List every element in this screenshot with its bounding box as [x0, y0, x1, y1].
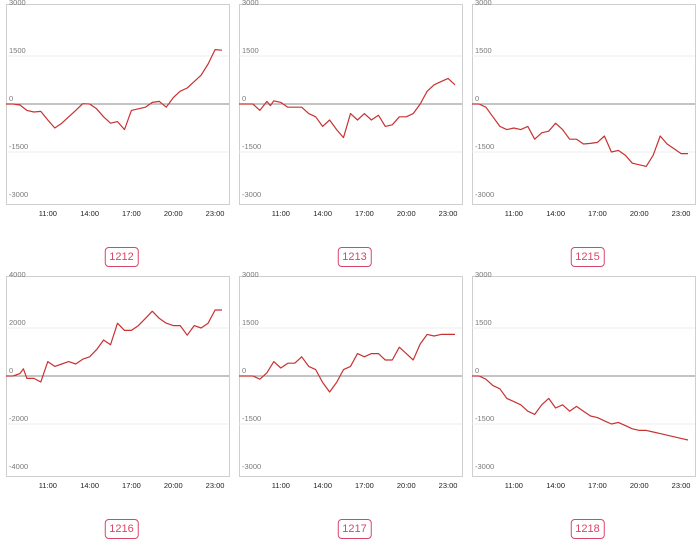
chart-label-badge[interactable]: 1218 [570, 519, 605, 539]
x-tick-label: 23:00 [672, 481, 691, 490]
chart-label-badge[interactable]: 1215 [570, 247, 605, 267]
chart-panel-1215: 3000 1500 0 -1500 -3000 11:00 14:00 17:00 20:00 2… [472, 0, 696, 276]
x-tick-label: 20:00 [397, 209, 416, 218]
series-line-1215 [472, 103, 688, 167]
x-tick-label: 11:00 [505, 481, 523, 490]
y-tick-label: -1500 [475, 142, 494, 151]
x-tick-label: 14:00 [80, 209, 99, 218]
y-tick-label: 1500 [9, 46, 26, 55]
y-tick-label: -4000 [9, 462, 28, 471]
y-tick-label: 1500 [242, 46, 259, 55]
x-tick-label: 11:00 [505, 209, 523, 218]
y-tick-label: -3000 [242, 462, 261, 471]
y-tick-label: -3000 [242, 190, 261, 199]
y-tick-label: -3000 [9, 190, 28, 199]
x-tick-label: 14:00 [546, 481, 565, 490]
x-tick-label: 20:00 [164, 481, 183, 490]
y-tick-label: 1500 [242, 318, 259, 327]
x-tick-label: 23:00 [672, 209, 691, 218]
line-chart-1218: 3000 1500 0 -1500 -3000 11:00 14:00 17:00 20:00 2… [472, 270, 696, 490]
x-tick-label: 20:00 [397, 481, 416, 490]
x-tick-label: 17:00 [588, 209, 607, 218]
chart-label-badge[interactable]: 1213 [337, 247, 372, 267]
x-tick-label: 11:00 [272, 209, 290, 218]
x-tick-label: 23:00 [206, 209, 225, 218]
y-tick-label: -1500 [242, 414, 261, 423]
y-tick-label: 0 [242, 366, 246, 375]
y-tick-label: 1500 [475, 46, 492, 55]
x-tick-label: 20:00 [630, 209, 649, 218]
y-tick-label: 3000 [242, 270, 259, 279]
series-line-1213 [239, 77, 456, 139]
x-tick-label: 17:00 [122, 209, 141, 218]
y-tick-label: 4000 [9, 270, 26, 279]
y-tick-label: 3000 [9, 0, 26, 7]
x-tick-label: 14:00 [546, 209, 565, 218]
x-tick-label: 14:00 [313, 209, 332, 218]
x-tick-label: 23:00 [439, 481, 458, 490]
chart-panel-1217: 3000 1500 0 -1500 -3000 11:00 14:00 17:00 20:00 2… [239, 270, 463, 548]
series-line-1217 [239, 333, 455, 393]
x-tick-label: 11:00 [39, 481, 57, 490]
chart-label-badge[interactable]: 1217 [337, 519, 372, 539]
line-chart-1212: 3000 1500 0 -1500 -3000 11:00 14:00 17:00 20:00 2… [6, 0, 230, 218]
x-tick-label: 23:00 [206, 481, 225, 490]
chart-label-badge[interactable]: 1212 [104, 247, 139, 267]
x-tick-label: 11:00 [272, 481, 290, 490]
line-chart-1215: 3000 1500 0 -1500 -3000 11:00 14:00 17:00 20:00 2… [472, 0, 696, 218]
chart-panel-1213: 3000 1500 0 -1500 -3000 11:00 14:00 17:00 20:00 2… [239, 0, 463, 276]
y-tick-label: -1500 [475, 414, 494, 423]
y-tick-label: -1500 [9, 142, 28, 151]
y-tick-label: 0 [9, 94, 13, 103]
y-tick-label: 3000 [475, 0, 492, 7]
series-line-1218 [472, 375, 689, 441]
x-tick-label: 20:00 [630, 481, 649, 490]
series-line-1212 [6, 48, 223, 131]
chart-label-badge[interactable]: 1216 [104, 519, 139, 539]
y-tick-label: 3000 [242, 0, 259, 7]
chart-panel-1216: 4000 2000 0 -2000 -4000 11:00 14:00 17:00 20:00 2… [6, 270, 230, 548]
x-tick-label: 17:00 [355, 209, 374, 218]
x-tick-label: 17:00 [588, 481, 607, 490]
x-tick-label: 14:00 [313, 481, 332, 490]
y-tick-label: -3000 [475, 462, 494, 471]
line-chart-1213: 3000 1500 0 -1500 -3000 11:00 14:00 17:00 20:00 2… [239, 0, 463, 218]
x-tick-label: 14:00 [80, 481, 99, 490]
x-tick-label: 17:00 [355, 481, 374, 490]
y-tick-label: -3000 [475, 190, 494, 199]
y-tick-label: 0 [9, 366, 13, 375]
x-tick-label: 11:00 [39, 209, 57, 218]
chart-panel-1218: 3000 1500 0 -1500 -3000 11:00 14:00 17:00 20:00 2… [472, 270, 696, 548]
y-tick-label: 2000 [9, 318, 26, 327]
y-tick-label: 0 [475, 366, 479, 375]
line-chart-1217: 3000 1500 0 -1500 -3000 11:00 14:00 17:00 20:00 2… [239, 270, 463, 490]
x-tick-label: 20:00 [164, 209, 183, 218]
series-line-1216 [6, 309, 222, 383]
x-tick-label: 17:00 [122, 481, 141, 490]
y-tick-label: 0 [475, 94, 479, 103]
x-tick-label: 23:00 [439, 209, 458, 218]
y-tick-label: 3000 [475, 270, 492, 279]
chart-panel-1212: 3000 1500 0 -1500 -3000 11:00 14:00 17:00 20:00 2… [6, 0, 230, 276]
y-tick-label: -2000 [9, 414, 28, 423]
y-tick-label: -1500 [242, 142, 261, 151]
y-tick-label: 1500 [475, 318, 492, 327]
y-tick-label: 0 [242, 94, 246, 103]
line-chart-1216: 4000 2000 0 -2000 -4000 11:00 14:00 17:00 20:00 2… [6, 270, 230, 490]
